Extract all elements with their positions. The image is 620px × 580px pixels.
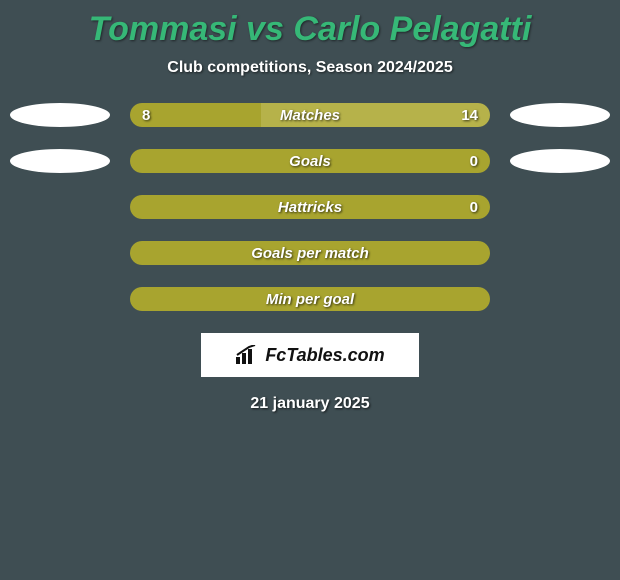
stat-row: Goals per match [0, 241, 620, 265]
stat-label: Hattricks [130, 195, 490, 219]
player2-badge [510, 149, 610, 173]
empty-cell [500, 299, 620, 300]
stat-row: Min per goal [0, 287, 620, 311]
page-title: Tommasi vs Carlo Pelagatti [0, 0, 620, 49]
stat-label: Min per goal [130, 287, 490, 311]
stat-bar: Goals per match [130, 241, 490, 265]
stat-value-player2: 0 [470, 149, 478, 173]
stat-label: Matches [130, 103, 490, 127]
empty-cell [0, 253, 120, 254]
player1-badge [10, 149, 110, 173]
stat-label: Goals per match [130, 241, 490, 265]
empty-cell [500, 253, 620, 254]
date-label: 21 january 2025 [0, 395, 620, 413]
logo-box: FcTables.com [201, 333, 419, 377]
empty-cell [0, 207, 120, 208]
stat-bar: 8Matches14 [130, 103, 490, 127]
player2-badge [510, 103, 610, 127]
empty-cell [500, 207, 620, 208]
stat-bar: Goals0 [130, 149, 490, 173]
stat-bar: Min per goal [130, 287, 490, 311]
stat-row: 8Matches14 [0, 103, 620, 127]
stat-value-player2: 0 [470, 195, 478, 219]
player1-badge [10, 103, 110, 127]
stats-container: 8Matches14Goals0Hattricks0Goals per matc… [0, 103, 620, 311]
stat-label: Goals [130, 149, 490, 173]
subtitle: Club competitions, Season 2024/2025 [0, 59, 620, 77]
stat-row: Hattricks0 [0, 195, 620, 219]
stat-bar: Hattricks0 [130, 195, 490, 219]
stat-value-player2: 14 [461, 103, 478, 127]
empty-cell [0, 299, 120, 300]
stat-row: Goals0 [0, 149, 620, 173]
chart-bars-icon [235, 345, 259, 365]
logo-text: FcTables.com [265, 345, 384, 366]
